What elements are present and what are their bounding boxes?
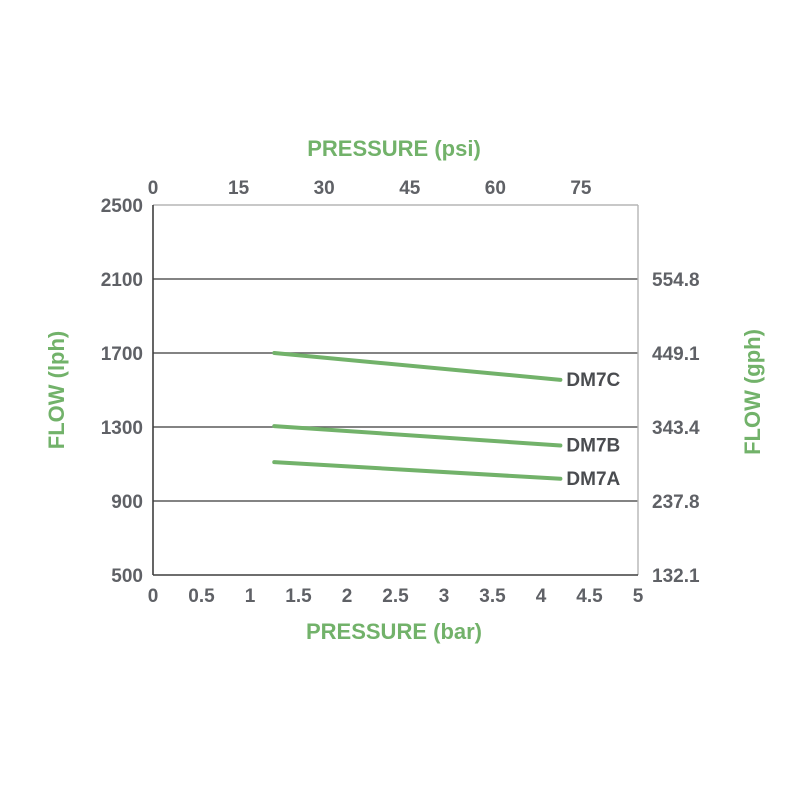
right-tick-label: 343.4 (652, 418, 700, 439)
left-tick-label: 1700 (101, 344, 143, 365)
series-line-dm7a (272, 460, 563, 481)
bottom-axis-title: PRESSURE (bar) (306, 619, 482, 644)
top-tick-label: 15 (228, 178, 250, 199)
right-tick-label: 449.1 (652, 344, 700, 365)
bottom-tick-label: 5 (633, 586, 644, 607)
bottom-tick-label: 0 (148, 586, 159, 607)
left-tick-label: 500 (111, 566, 143, 587)
left-axis-title: FLOW (lph) (44, 331, 69, 450)
top-tick-label: 0 (148, 178, 159, 199)
bottom-tick-label: 2 (342, 586, 353, 607)
left-tick-label: 2100 (101, 270, 143, 291)
bottom-tick-label: 3.5 (479, 586, 506, 607)
left-tick-label: 2500 (101, 196, 143, 217)
series-line-dm7c (272, 351, 563, 382)
series-label-dm7b: DM7B (566, 436, 620, 457)
bottom-tick-label: 4 (536, 586, 547, 607)
plot-frame (152, 204, 639, 576)
right-tick-label: 554.8 (652, 270, 700, 291)
bottom-tick-label: 3 (439, 586, 450, 607)
series-label-dm7a: DM7A (566, 469, 620, 490)
grid-layer (153, 278, 638, 502)
series-label-dm7c: DM7C (566, 370, 620, 391)
series-line-dm7b (272, 424, 563, 448)
right-tick-label: 237.8 (652, 492, 700, 513)
top-tick-label: 75 (570, 178, 592, 199)
top-tick-label: 60 (485, 178, 506, 199)
bottom-tick-label: 0.5 (188, 586, 215, 607)
top-axis-title: PRESSURE (psi) (307, 136, 481, 161)
bottom-tick-label: 4.5 (576, 586, 603, 607)
tick-layer: 5009001300170021002500132.1237.8343.4449… (101, 178, 700, 607)
right-tick-label: 132.1 (652, 566, 700, 587)
bottom-tick-label: 1.5 (285, 586, 312, 607)
top-tick-label: 30 (314, 178, 335, 199)
series-layer: DM7C DM7B DM7A (272, 351, 621, 490)
bottom-tick-label: 2.5 (382, 586, 409, 607)
bottom-tick-label: 1 (245, 586, 256, 607)
left-tick-label: 900 (111, 492, 143, 513)
top-tick-label: 45 (399, 178, 421, 199)
right-axis-title: FLOW (gph) (740, 329, 765, 455)
left-tick-label: 1300 (101, 418, 143, 439)
